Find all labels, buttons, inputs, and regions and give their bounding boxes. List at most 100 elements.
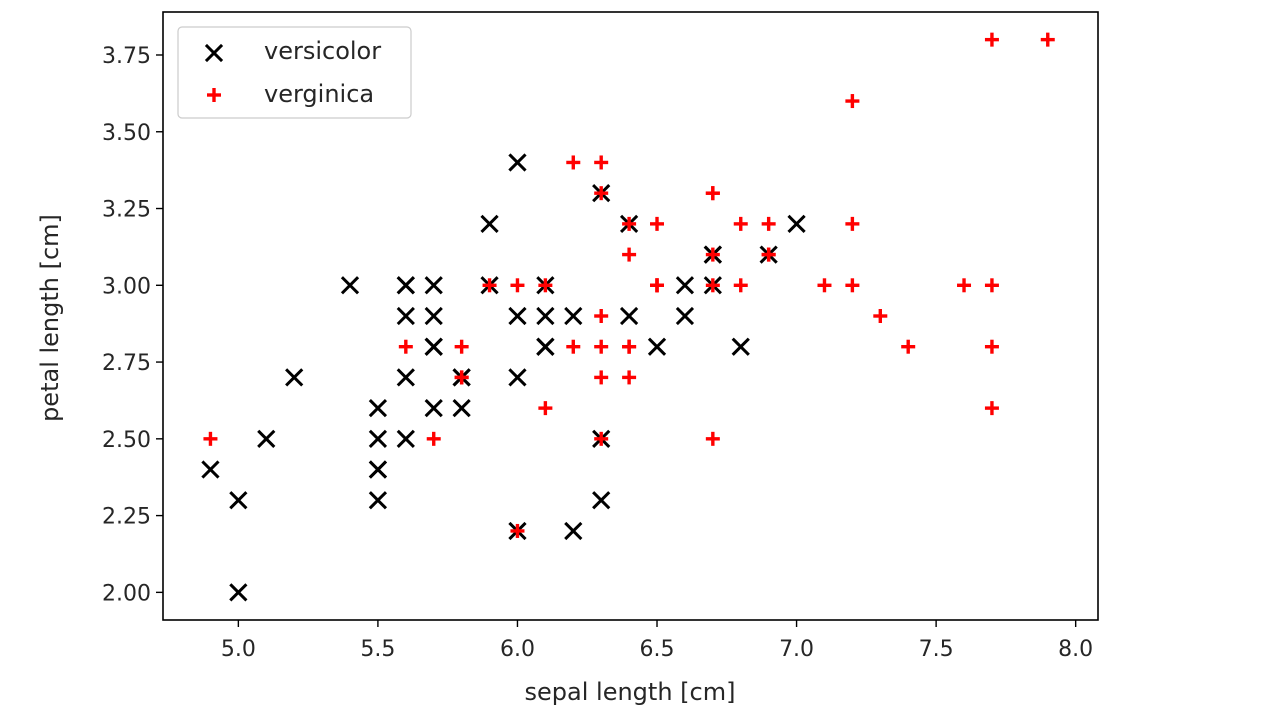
data-point-versicolor <box>564 521 583 541</box>
legend-frame <box>177 26 412 119</box>
data-point-verginica <box>761 216 776 231</box>
data-point-verginica <box>984 32 999 47</box>
data-point-verginica <box>705 247 720 262</box>
data-point-versicolor <box>396 276 415 295</box>
legend-label-versicolor: versicolor <box>264 37 381 65</box>
data-point-verginica <box>845 278 860 293</box>
data-point-verginica <box>398 339 413 354</box>
data-point-versicolor <box>424 306 443 326</box>
data-point-verginica <box>538 401 553 416</box>
data-point-versicolor <box>396 368 415 387</box>
data-point-verginica <box>203 431 218 446</box>
data-point-verginica <box>566 339 581 354</box>
data-point-versicolor <box>396 429 415 448</box>
plot-frame <box>162 11 1099 621</box>
data-point-verginica <box>957 278 972 293</box>
y-tick-label: 2.00 <box>102 581 151 606</box>
data-point-versicolor <box>508 368 527 387</box>
data-point-verginica <box>594 309 609 323</box>
data-point-verginica <box>454 370 469 385</box>
data-point-versicolor <box>396 306 415 326</box>
x-tick-label: 8.0 <box>1058 637 1093 662</box>
data-point-versicolor <box>424 276 443 295</box>
data-point-versicolor <box>229 491 248 510</box>
data-point-verginica <box>705 186 720 201</box>
data-point-versicolor <box>675 306 695 326</box>
data-point-verginica <box>510 278 525 293</box>
x-axis-ticks: 5.0 5.5 6.0 6.5 7.0 7.5 8.0 <box>221 620 1093 662</box>
x-tick-label: 6.0 <box>500 637 535 662</box>
data-point-versicolor <box>452 398 471 418</box>
data-point-verginica <box>594 186 609 201</box>
data-point-verginica <box>984 401 999 416</box>
data-point-verginica <box>984 339 999 354</box>
data-point-verginica <box>622 247 637 262</box>
data-point-verginica <box>705 431 720 446</box>
legend-label-verginica: verginica <box>264 80 374 108</box>
data-point-versicolor <box>285 368 304 387</box>
x-tick-label: 6.5 <box>640 637 675 662</box>
data-point-verginica <box>622 339 637 354</box>
data-point-versicolor <box>424 337 443 356</box>
data-point-versicolor <box>508 153 527 172</box>
data-point-verginica <box>482 278 497 293</box>
x-tick-label: 5.5 <box>360 637 395 662</box>
legend-marker-versicolor <box>204 43 224 63</box>
data-point-verginica <box>426 431 441 446</box>
y-tick-label: 3.25 <box>102 198 151 223</box>
data-point-verginica <box>705 278 720 293</box>
data-point-verginica <box>845 216 860 231</box>
data-point-verginica <box>733 216 748 231</box>
data-point-verginica <box>901 339 916 354</box>
y-axis-label: petal length [cm] <box>36 214 64 422</box>
y-axis-ticks: 2.00 2.25 2.50 2.75 3.00 3.25 3.50 3.75 <box>102 44 163 606</box>
y-tick-label: 2.25 <box>102 505 151 530</box>
data-point-versicolor <box>787 214 806 234</box>
data-point-versicolor <box>368 398 388 418</box>
x-axis-label: sepal length [cm] <box>525 678 736 706</box>
legend-symbol-versicolor <box>204 43 224 63</box>
data-point-versicolor <box>424 398 443 418</box>
data-point-verginica <box>594 370 609 385</box>
data-point-versicolor <box>592 491 611 510</box>
data-point-verginica <box>650 216 665 231</box>
data-point-versicolor <box>201 460 220 479</box>
y-tick-label: 3.75 <box>102 44 151 69</box>
y-tick-label: 3.00 <box>102 274 151 299</box>
data-point-versicolor <box>368 429 388 448</box>
x-tick-label: 7.0 <box>779 637 814 662</box>
data-point-versicolor <box>647 337 667 356</box>
data-point-versicolor <box>368 460 388 479</box>
data-point-verginica <box>594 155 609 170</box>
data-point-verginica <box>594 339 609 354</box>
x-tick-label: 7.5 <box>919 637 954 662</box>
data-point-verginica <box>510 523 525 538</box>
x-tick-label: 5.0 <box>221 637 256 662</box>
data-point-versicolor <box>480 214 499 234</box>
y-tick-label: 2.50 <box>102 428 151 453</box>
data-point-versicolor <box>229 583 248 602</box>
legend: versicolor verginica <box>177 26 412 119</box>
data-point-verginica <box>845 94 860 109</box>
data-point-verginica <box>873 309 888 323</box>
data-point-versicolor <box>536 337 555 356</box>
data-point-verginica <box>454 339 469 354</box>
data-point-versicolor <box>340 276 360 295</box>
data-point-versicolor <box>675 276 695 295</box>
data-point-verginica <box>984 278 999 293</box>
data-point-versicolor <box>368 491 388 510</box>
data-point-versicolor <box>257 429 276 448</box>
data-point-verginica <box>622 216 637 231</box>
points-layer <box>201 32 1055 602</box>
legend-symbol-verginica <box>207 88 221 102</box>
data-point-versicolor <box>536 306 555 326</box>
data-point-versicolor <box>564 306 583 326</box>
legend-marker-verginica <box>207 88 221 102</box>
data-point-verginica <box>817 278 832 293</box>
y-tick-label: 3.50 <box>102 121 151 146</box>
data-point-verginica <box>594 431 609 446</box>
data-point-verginica <box>538 278 553 293</box>
y-tick-label: 2.75 <box>102 351 151 376</box>
